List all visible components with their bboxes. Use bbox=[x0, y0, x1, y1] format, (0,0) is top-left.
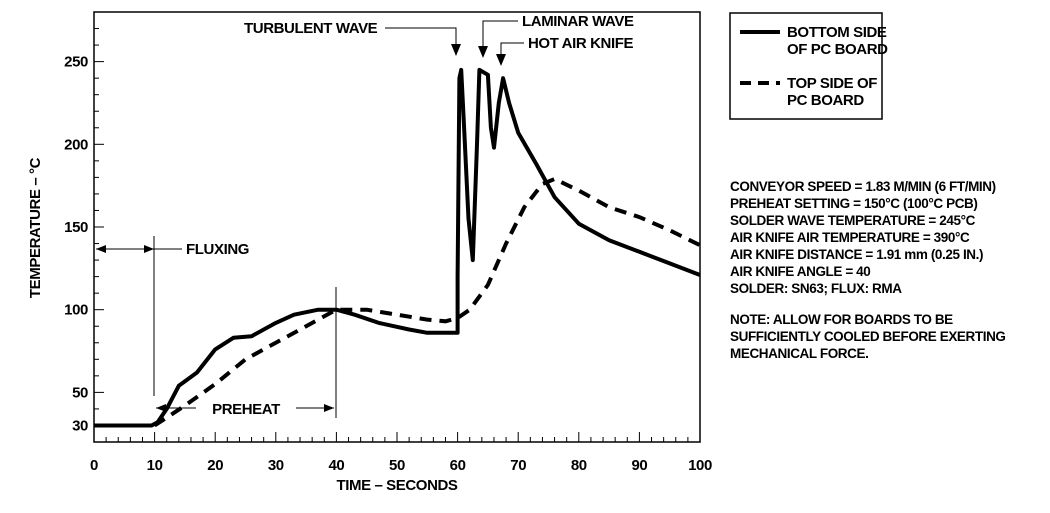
legend-box bbox=[729, 12, 883, 120]
note-line: SUFFICIENTLY COOLED BEFORE EXERTING bbox=[730, 329, 1006, 344]
legend-bottom-line2: OF PC BOARD bbox=[787, 41, 888, 58]
legend-top-line2: PC BOARD bbox=[787, 92, 864, 109]
series-line-bottom-side bbox=[94, 67, 701, 428]
laminar-wave-label: LAMINAR WAVE bbox=[522, 13, 634, 30]
fluxing-arrow-left bbox=[96, 245, 106, 253]
note-line: NOTE: ALLOW FOR BOARDS TO BE bbox=[730, 312, 953, 327]
x-tick-label: 30 bbox=[268, 457, 284, 474]
turbulent-wave-leader bbox=[385, 27, 457, 46]
condition-line: SOLDER: SN63; FLUX: RMA bbox=[730, 281, 902, 296]
condition-line: AIR KNIFE ANGLE = 40 bbox=[730, 264, 871, 279]
y-tick-label: 30 bbox=[72, 417, 88, 434]
x-tick-label: 100 bbox=[688, 457, 712, 474]
x-tick-label: 90 bbox=[631, 457, 647, 474]
hot-air-knife-arrow bbox=[496, 54, 506, 66]
fluxing-label: FLUXING bbox=[186, 241, 249, 258]
turbulent-wave-arrow bbox=[451, 44, 461, 56]
preheat-label: PREHEAT bbox=[212, 401, 280, 418]
hot-air-knife-label: HOT AIR KNIFE bbox=[528, 35, 633, 52]
condition-line: SOLDER WAVE TEMPERATURE = 245°C bbox=[730, 213, 975, 228]
turbulent-wave-label: TURBULENT WAVE bbox=[244, 20, 378, 37]
y-tick-label: 150 bbox=[64, 219, 88, 236]
x-axis-label: TIME – SECONDS bbox=[336, 477, 457, 494]
tick-labels: 0 10 20 30 40 50 60 70 80 90 100 30 50 100 150 200 250 bbox=[64, 54, 712, 474]
x-tick-label: 60 bbox=[450, 457, 466, 474]
condition-line: CONVEYOR SPEED = 1.83 M/MIN (6 FT/MIN) bbox=[730, 179, 996, 194]
laminar-wave-leader bbox=[482, 20, 518, 46]
condition-line: AIR KNIFE DISTANCE = 1.91 mm (0.25 IN.) bbox=[730, 247, 984, 262]
x-tick-label: 20 bbox=[207, 457, 223, 474]
y-tick-label: 100 bbox=[64, 302, 88, 319]
x-tick-label: 70 bbox=[510, 457, 526, 474]
note-block: NOTE: ALLOW FOR BOARDS TO BE SUFFICIENTL… bbox=[730, 311, 1050, 362]
y-tick-label: 250 bbox=[64, 54, 88, 71]
y-tick-label: 200 bbox=[64, 136, 88, 153]
x-tick-label: 50 bbox=[389, 457, 405, 474]
process-notes: CONVEYOR SPEED = 1.83 M/MIN (6 FT/MIN) P… bbox=[730, 178, 1050, 362]
legend-top-line1: TOP SIDE OF bbox=[787, 75, 877, 92]
x-tick-label: 0 bbox=[90, 457, 98, 474]
condition-line: PREHEAT SETTING = 150°C (100°C PCB) bbox=[730, 196, 978, 211]
laminar-wave-arrow bbox=[478, 46, 488, 58]
note-line: MECHANICAL FORCE. bbox=[730, 346, 869, 361]
y-axis-label: TEMPERATURE – °C bbox=[27, 157, 44, 298]
y-tick-label: 50 bbox=[72, 384, 88, 401]
x-tick-label: 80 bbox=[571, 457, 587, 474]
preheat-arrow-right bbox=[324, 404, 334, 412]
x-tick-label: 40 bbox=[328, 457, 344, 474]
plot-frame bbox=[93, 11, 701, 443]
series-line-top-side bbox=[153, 176, 701, 428]
legend-bottom-line1: BOTTOM SIDE bbox=[787, 24, 887, 41]
conditions-list: CONVEYOR SPEED = 1.83 M/MIN (6 FT/MIN) P… bbox=[730, 178, 1050, 297]
x-tick-label: 10 bbox=[147, 457, 163, 474]
fluxing-arrow-right bbox=[144, 245, 154, 253]
preheat-arrow-left bbox=[156, 404, 166, 412]
condition-line: AIR KNIFE AIR TEMPERATURE = 390°C bbox=[730, 230, 970, 245]
hot-air-knife-leader bbox=[500, 42, 524, 56]
axis-ticks bbox=[93, 28, 701, 442]
